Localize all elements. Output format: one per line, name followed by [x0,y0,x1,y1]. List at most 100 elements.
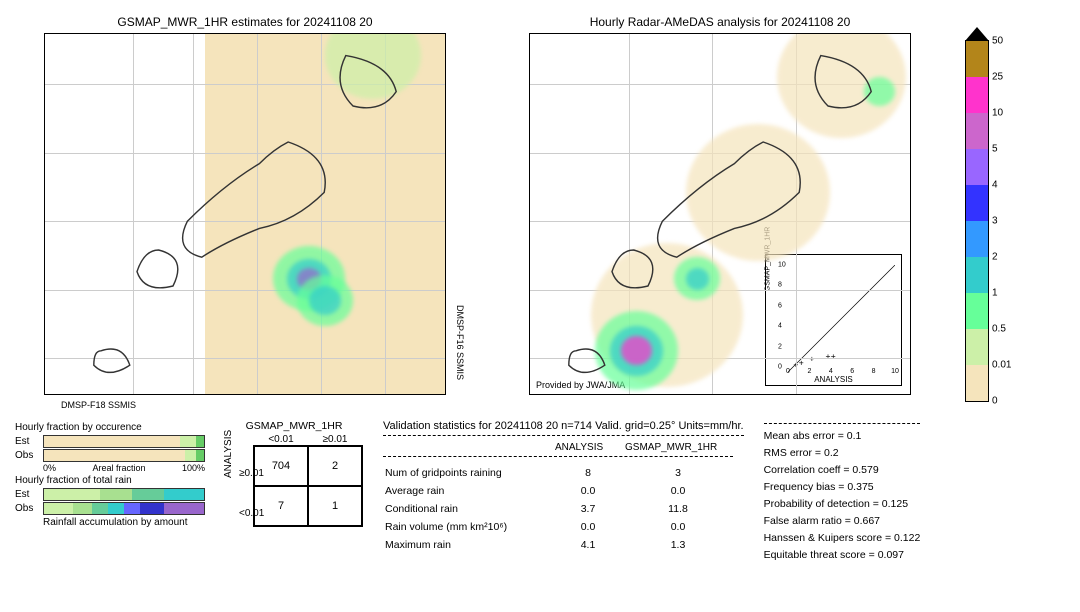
hr-1 [383,435,744,436]
bar-occ-est [43,435,205,448]
colorbar-segment [966,221,988,257]
bar-segment [180,436,196,447]
colorbar-tick: 5 [988,144,998,155]
stats-row-key: Num of gridpoints raining [383,464,553,482]
ct-cell-00: 704 [254,446,308,486]
bar-segment [44,436,180,447]
stats-table: Validation statistics for 20241108 20 n=… [383,420,744,554]
colorbar-tick: 0 [988,396,998,407]
axis-100: 100% [182,463,205,473]
bar-segment [73,503,92,514]
left-map-footer-left: DMSP-F18 SSMIS [61,400,136,410]
lon-tick: 125°E [119,394,146,395]
colorbar-segment [966,329,988,365]
colorbar-segment [966,113,988,149]
stats-row-analysis: 0.0 [553,518,623,536]
validation-metric: Frequency bias = 0.375 [764,481,921,493]
colorbar: 502510543210.50.010 [965,40,989,402]
right-map-title: Hourly Radar-AMeDAS analysis for 2024110… [590,15,851,29]
bar-tot-obs [43,502,205,515]
bar-segment [124,503,140,514]
occurrence-title: Hourly fraction by occurence [15,422,205,433]
ct-cell-10: 7 [254,486,308,526]
left-map-panel: GSMAP_MWR_1HR estimates for 20241108 20 … [15,15,475,410]
stats-col-header [383,439,553,456]
bar-segment [196,450,204,461]
bar-segment [100,489,132,500]
bar-segment [44,450,185,461]
contingency-table: GSMAP_MWR_1HR <0.01 ≥0.01 704 2 7 1 ANAL… [225,420,363,527]
validation-metric: Probability of detection = 0.125 [764,498,921,510]
colorbar-tick: 3 [988,216,998,227]
total-title: Hourly fraction of total rain [15,475,205,486]
bar-segment [164,503,204,514]
colorbar-segment [966,365,988,401]
left-map-title: GSMAP_MWR_1HR estimates for 20241108 20 [117,15,372,29]
colorbar-segment [966,41,988,77]
stats-row-gsmap: 0.0 [623,482,733,500]
ct-col-1: ≥0.01 [308,434,362,445]
bar-segment [108,503,124,514]
colorbar-arrow-icon [965,27,989,41]
ct-cell-11: 1 [308,486,362,526]
bar-segment [44,503,73,514]
bar-segment [92,503,108,514]
lon-tick: 130°E [699,394,726,395]
lon-tick: 130°E [179,394,206,395]
validation-metric: RMS error = 0.2 [764,447,921,459]
lon-tick: 135°E [782,394,809,395]
validation-metric: Correlation coeff = 0.579 [764,464,921,476]
left-map-footer-right: DMSP-F16 SSMIS [455,305,465,380]
validation-metric: False alarm ratio = 0.667 [764,515,921,527]
stats-title: Validation statistics for 20241108 20 n=… [383,420,744,432]
bar-segment [140,503,164,514]
est-label-2: Est [15,489,43,500]
ct-cell-01: 2 [308,446,362,486]
stats-row-key: Rain volume (mm km²10⁶) [383,518,553,536]
bottom-row: Hourly fraction by occurence Est Obs 0% A… [15,415,1045,566]
colorbar-tick: 0.5 [988,324,1006,335]
obs-label-2: Obs [15,503,43,514]
stats-row-key: Average rain [383,482,553,500]
colorbar-tick: 50 [988,36,1003,47]
lon-tick: 145°E [371,394,398,395]
validation-metric: Equitable threat score = 0.097 [764,549,921,561]
stats-row-gsmap: 3 [623,464,733,482]
colorbar-tick: 1 [988,288,998,299]
lon-tick: 140°E [307,394,334,395]
validation-metric: Hanssen & Kuipers score = 0.122 [764,532,921,544]
bar-tot-est [43,488,205,501]
colorbar-tick: 0.01 [988,360,1011,371]
validation-metrics: Mean abs error = 0.1 RMS error = 0.2 Corre… [764,420,921,566]
obs-label: Obs [15,450,43,461]
stats-row-analysis: 8 [553,464,623,482]
ct-row-1: <0.01 [239,508,264,519]
stats-row-key: Conditional rain [383,500,553,518]
ct-row-0: ≥0.01 [239,468,264,479]
colorbar-tick: 4 [988,180,998,191]
stats-col-header: GSMAP_MWR_1HR [623,439,733,456]
stats-row-key: Maximum rain [383,536,553,554]
ct-title: GSMAP_MWR_1HR [246,420,343,432]
accum-footer: Rainfall accumulation by amount [43,517,205,528]
bar-segment [44,489,100,500]
axis-0: 0% [43,463,56,473]
stats-row-analysis: 3.7 [553,500,623,518]
colorbar-tick: 2 [988,252,998,263]
colorbar-tick: 10 [988,108,1003,119]
colorbar-wrap: 50 25 10 5 4 3 2 1 0.5 0.01 0 [965,15,1045,410]
stats-col-header: ANALYSIS [553,439,623,456]
stats-row-gsmap: 1.3 [623,536,733,554]
colorbar-tick: 25 [988,72,1003,83]
colorbar-segment [966,149,988,185]
colorbar-segment [966,257,988,293]
left-map: 45°N40°N35°N30°N25°N125°E130°E135°E140°E… [44,33,446,395]
bar-occ-obs [43,449,205,462]
stats-row-gsmap: 11.8 [623,500,733,518]
axis-c: Areal fraction [92,463,145,473]
right-map: +++++ANALYSISGSMAP_MWR_1HR00224466881010… [529,33,911,395]
bar-segment [196,436,204,447]
stats-grid: ANALYSISGSMAP_MWR_1HR Num of gridpoints r… [383,439,744,554]
validation-metric: Mean abs error = 0.1 [764,430,921,442]
stats-row-analysis: 0.0 [553,482,623,500]
